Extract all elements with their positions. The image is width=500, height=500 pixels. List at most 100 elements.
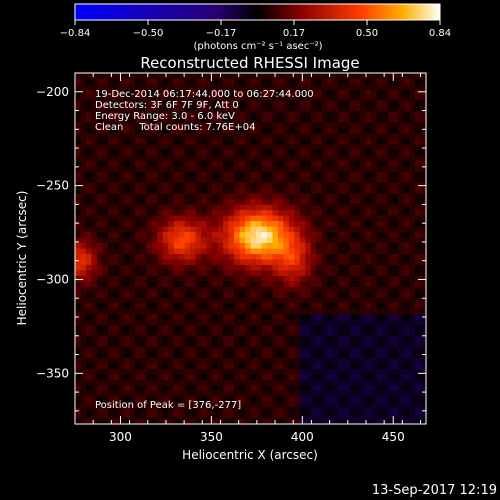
heatmap-cell <box>420 193 427 200</box>
heatmap-cell <box>393 358 399 364</box>
heatmap-cell <box>382 248 388 255</box>
heatmap-cell <box>288 232 295 238</box>
heatmap-cell <box>382 253 388 260</box>
heatmap-cell <box>190 182 196 189</box>
heatmap-cell <box>162 215 169 222</box>
heatmap-cell <box>245 253 251 260</box>
heatmap-cell <box>151 303 158 310</box>
heatmap-cell <box>162 237 169 244</box>
heatmap-cell <box>376 330 383 337</box>
heatmap-cell <box>250 330 257 337</box>
heatmap-cell <box>124 155 131 162</box>
heatmap-cell <box>234 232 240 238</box>
heatmap-cell <box>420 199 427 205</box>
heatmap-cell <box>299 78 306 85</box>
heatmap-cell <box>371 188 377 194</box>
heatmap-cell <box>107 380 114 386</box>
heatmap-cell <box>217 352 224 359</box>
heatmap-cell <box>190 308 196 315</box>
heatmap-cell <box>343 226 350 233</box>
heatmap-cell <box>124 182 131 189</box>
heatmap-cell <box>305 73 312 79</box>
heatmap-cell <box>239 89 246 96</box>
heatmap-cell <box>277 374 284 381</box>
heatmap-cell <box>272 275 279 282</box>
heatmap-cell <box>201 78 207 85</box>
heatmap-cell <box>321 374 328 381</box>
heatmap-cell <box>217 308 224 315</box>
heatmap-cell <box>415 292 421 299</box>
heatmap-cell <box>420 281 427 288</box>
heatmap-cell <box>266 78 273 85</box>
heatmap-cell <box>376 248 383 255</box>
heatmap-cell <box>124 111 131 118</box>
heatmap-cell <box>255 330 262 337</box>
heatmap-cell <box>184 248 191 255</box>
heatmap-cell <box>310 111 317 118</box>
heatmap-cell <box>91 204 98 211</box>
heatmap-cell <box>354 385 361 392</box>
heatmap-cell <box>349 336 355 343</box>
heatmap-cell <box>124 358 131 364</box>
heatmap-cell <box>206 264 213 271</box>
heatmap-cell <box>321 418 328 425</box>
heatmap-cell <box>245 358 251 364</box>
heatmap-cell <box>113 264 120 271</box>
heatmap-cell <box>360 286 366 293</box>
heatmap-cell <box>217 248 224 255</box>
heatmap-cell <box>409 171 416 178</box>
heatmap-cell <box>327 226 334 233</box>
heatmap-cell <box>80 188 87 194</box>
heatmap-cell <box>266 144 273 151</box>
heatmap-cell <box>234 155 240 162</box>
heatmap-cell <box>321 100 328 107</box>
heatmap-cell <box>365 78 372 85</box>
heatmap-cell <box>404 358 410 364</box>
heatmap-cell <box>157 352 164 359</box>
heatmap-cell <box>223 281 229 288</box>
heatmap-cell <box>266 413 273 419</box>
heatmap-cell <box>277 314 284 321</box>
heatmap-cell <box>162 413 169 419</box>
heatmap-cell <box>146 226 153 233</box>
heatmap-cell <box>102 122 109 129</box>
heatmap-cell <box>195 418 202 425</box>
heatmap-cell <box>135 111 142 118</box>
heatmap-cell <box>305 407 312 414</box>
heatmap-cell <box>382 352 388 359</box>
heatmap-cell <box>113 215 120 222</box>
heatmap-cell <box>343 94 350 101</box>
heatmap-cell <box>261 325 268 332</box>
heatmap-cell <box>102 105 109 112</box>
heatmap-cell <box>190 193 196 200</box>
heatmap-cell <box>239 374 246 381</box>
heatmap-cell <box>173 341 180 348</box>
heatmap-cell <box>162 204 169 211</box>
heatmap-cell <box>201 330 207 337</box>
heatmap-cell <box>250 358 257 364</box>
heatmap-cell <box>316 89 323 96</box>
heatmap-cell <box>124 407 131 414</box>
heatmap-cell <box>195 413 202 419</box>
heatmap-cell <box>190 160 196 167</box>
heatmap-cell <box>360 226 366 233</box>
heatmap-cell <box>75 396 81 403</box>
heatmap-cell <box>85 232 92 238</box>
heatmap-cell <box>91 297 98 304</box>
heatmap-cell <box>91 100 98 107</box>
heatmap-cell <box>217 259 224 266</box>
heatmap-cell <box>223 248 229 255</box>
heatmap-cell <box>415 270 421 277</box>
heatmap-cell <box>113 144 120 151</box>
heatmap-cell <box>376 210 383 216</box>
heatmap-cell <box>305 275 312 282</box>
heatmap-cell <box>184 193 191 200</box>
heatmap-cell <box>80 232 87 238</box>
heatmap-cell <box>195 232 202 238</box>
heatmap-cell <box>113 281 120 288</box>
heatmap-cell <box>349 221 355 227</box>
heatmap-cell <box>96 292 103 299</box>
heatmap-cell <box>206 248 213 255</box>
heatmap-cell <box>404 100 410 107</box>
heatmap-cell <box>387 363 394 370</box>
